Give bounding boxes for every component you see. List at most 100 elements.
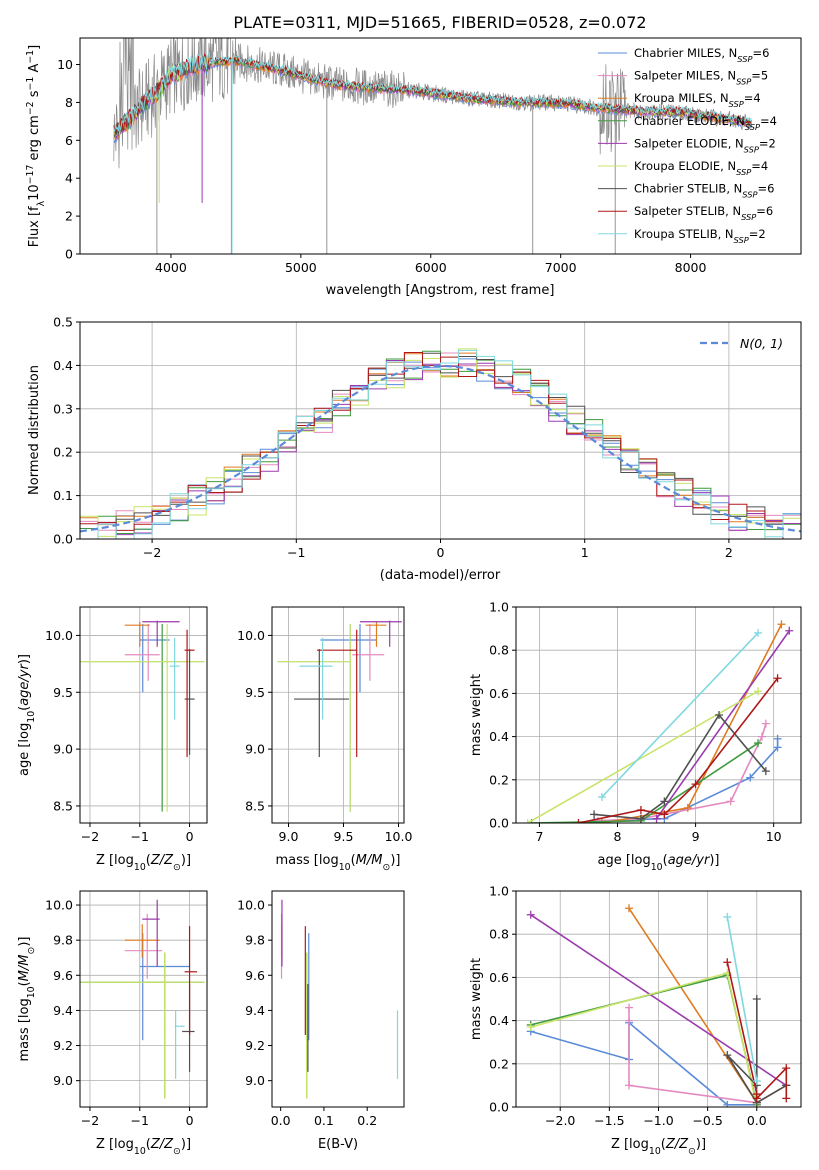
mass-weight-marker: [761, 767, 770, 776]
mass-weight-marker: [773, 674, 782, 683]
x-tick-label: 10: [766, 829, 782, 844]
y-tick-label: 9.4: [245, 1003, 265, 1018]
model-spectrum: [113, 52, 752, 133]
mass-weight-marker: [752, 1077, 761, 1086]
mass-weight-vs-Z-series: [526, 904, 791, 1107]
x-axis-label: mass [log10(M/M⊙)]: [276, 853, 401, 873]
y-tick-label: 10.0: [45, 898, 73, 913]
figure-title: PLATE=0311, MJD=51665, FIBERID=0528, z=0…: [233, 13, 646, 32]
mass-weight-marker: [526, 910, 535, 919]
legend-entry: Kroupa MILES, NSSP=4: [634, 91, 761, 109]
mass-vs-Z-frame: [79, 890, 208, 1108]
x-tick-label: 2: [725, 545, 733, 560]
x-tick-label: 0: [186, 829, 194, 844]
mass-vs-ebv-axes: [268, 904, 368, 1111]
legend-entry: Salpeter STELIB, NSSP=6: [634, 204, 773, 222]
y-tick-label: 9.4: [53, 1003, 73, 1018]
x-tick-label: 5000: [285, 260, 317, 275]
y-tick-label: 9.5: [245, 685, 265, 700]
x-tick-label: 0.0: [271, 1113, 291, 1128]
x-tick-label: 8: [614, 829, 622, 844]
mass-weight-marker: [754, 739, 763, 748]
y-tick-label: 9.6: [53, 968, 73, 983]
mass-weight-marker: [636, 814, 645, 823]
mass-weight-marker: [754, 628, 763, 637]
y-tick-label: 9.8: [245, 933, 265, 948]
age-vs-mass-frame: [271, 606, 405, 824]
age-vs-mass-points: [277, 620, 402, 812]
y-tick-label: 0.6: [489, 970, 509, 985]
mass-weight-marker: [746, 773, 755, 782]
x-tick-label: −1.0: [643, 1113, 673, 1128]
y-tick-label: 0.2: [53, 445, 73, 460]
x-tick-label: 0.2: [357, 1113, 377, 1128]
mass-weight-line: [726, 916, 758, 1082]
mass-weight-line: [601, 632, 759, 798]
mass-weight-marker: [777, 620, 786, 629]
residuals-frame: [79, 321, 802, 540]
x-axis-label: Z [log10(Z/Z⊙)]: [96, 1137, 191, 1157]
x-tick-label: −2: [81, 829, 99, 844]
y-tick-label: 0.0: [53, 532, 73, 547]
mass-weight-marker: [752, 1094, 761, 1103]
x-axis-label: age [log10(age/yr)]: [597, 853, 719, 873]
mass-weight-marker: [660, 810, 669, 819]
mass-weight-marker: [723, 1051, 732, 1060]
x-tick-label: −0.5: [692, 1113, 722, 1128]
age-vs-Z-points: [80, 620, 205, 812]
mass-weight-marker: [785, 626, 794, 635]
x-tick-label: −2: [81, 1113, 99, 1128]
mass-weight-marker: [757, 732, 766, 741]
x-tick-label: 4000: [155, 260, 187, 275]
mass-weight-marker: [590, 810, 599, 819]
y-tick-label: 9.0: [245, 1073, 265, 1088]
y-tick-label: 0.0: [489, 816, 509, 831]
y-tick-label: 0.0: [489, 1100, 509, 1115]
mass-weight-marker: [773, 743, 782, 752]
x-tick-label: 6000: [415, 260, 447, 275]
mass-weight-line: [530, 974, 758, 1105]
y-tick-label: 10.0: [237, 898, 265, 913]
legend-entry: Chabrier STELIB, NSSP=6: [634, 182, 774, 200]
y-tick-label: 4: [65, 171, 73, 186]
mass-weight-marker: [523, 819, 532, 823]
y-tick-label: 0.8: [489, 643, 509, 658]
x-axis-label: (data-model)/error: [380, 568, 501, 583]
mass-weight-line: [530, 914, 787, 1087]
mass-weight-marker: [752, 995, 761, 1003]
y-tick-label: 9.0: [245, 742, 265, 757]
mass-weight-marker: [726, 797, 735, 806]
mass-vs-ebv-points: [280, 899, 399, 1099]
y-axis-label: age [log10(age/yr)]: [17, 654, 37, 776]
x-tick-label: 8000: [675, 260, 707, 275]
y-axis-label: Normed distribution: [27, 365, 42, 495]
mass-weight-vs-age-frame: [515, 606, 802, 824]
y-tick-label: 0.1: [53, 488, 73, 503]
mass-weight-marker: [625, 1003, 634, 1012]
y-tick-label: 9.0: [53, 742, 73, 757]
mass-weight-marker: [636, 806, 645, 815]
y-tick-label: 0.3: [53, 401, 73, 416]
x-tick-label: −1.5: [594, 1113, 624, 1128]
mass-weight-marker: [683, 803, 692, 812]
y-tick-label: 10: [57, 57, 73, 72]
mass-weight-marker: [574, 819, 583, 823]
mass-vs-ebv-frame: [271, 890, 405, 1108]
x-axis-label: Z [log10(Z/Z⊙)]: [96, 853, 191, 873]
x-tick-label: 7: [535, 829, 543, 844]
legend-entry: Chabrier ELODIE, NSSP=4: [634, 114, 777, 132]
legend-entry: Kroupa STELIB, NSSP=2: [634, 227, 766, 245]
y-tick-label: 0.5: [53, 315, 73, 330]
x-axis-label: E(B-V): [318, 1137, 358, 1152]
y-tick-label: 0: [65, 247, 73, 262]
y-tick-label: 9.2: [53, 1038, 73, 1053]
x-tick-label: −1: [131, 829, 149, 844]
y-axis-label: mass weight: [469, 958, 484, 1040]
y-axis-label: Flux [fλ10−17 erg cm−2 s−1 A−1]: [25, 45, 47, 247]
mass-weight-line: [601, 623, 783, 823]
legend-entry: Salpeter ELODIE, NSSP=2: [634, 136, 776, 154]
x-axis-label: wavelength [Angstrom, rest frame]: [326, 283, 555, 298]
y-tick-label: 8.5: [245, 798, 265, 813]
mass-weight-marker: [761, 719, 770, 728]
